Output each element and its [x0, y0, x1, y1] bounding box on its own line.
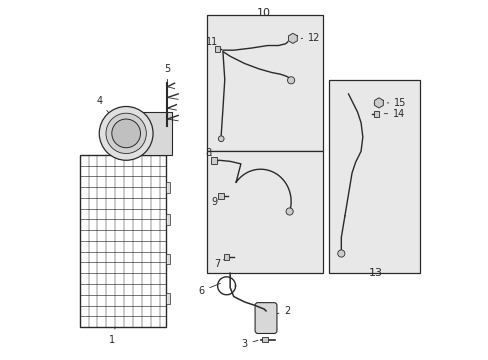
- Text: 3: 3: [241, 339, 258, 349]
- Bar: [328, 80, 419, 273]
- Bar: [214, 46, 220, 52]
- Circle shape: [287, 77, 294, 84]
- Circle shape: [285, 208, 293, 215]
- Text: 5: 5: [164, 64, 170, 87]
- Text: 11: 11: [205, 37, 218, 47]
- Bar: [211, 157, 217, 163]
- Text: 7: 7: [214, 259, 224, 269]
- Text: 8: 8: [205, 148, 211, 158]
- Text: 15: 15: [386, 98, 406, 108]
- Text: 1: 1: [108, 327, 115, 345]
- Circle shape: [99, 107, 153, 160]
- Text: 4: 4: [96, 96, 121, 128]
- Text: 2: 2: [276, 306, 290, 316]
- Bar: [218, 193, 224, 199]
- Text: 13: 13: [367, 268, 382, 278]
- Text: 10: 10: [257, 8, 271, 18]
- Bar: [206, 151, 323, 273]
- Text: 6: 6: [198, 283, 220, 296]
- Circle shape: [112, 119, 140, 148]
- Text: 14: 14: [384, 109, 405, 119]
- Circle shape: [106, 113, 146, 154]
- Bar: [165, 214, 169, 225]
- Bar: [140, 112, 172, 155]
- Circle shape: [218, 136, 224, 141]
- Text: 9: 9: [210, 196, 220, 207]
- Polygon shape: [374, 98, 383, 108]
- Bar: [165, 182, 169, 193]
- Bar: [165, 293, 169, 304]
- Bar: [80, 155, 165, 327]
- Bar: [373, 111, 379, 117]
- Circle shape: [337, 250, 344, 257]
- Bar: [206, 15, 323, 151]
- Bar: [165, 253, 169, 264]
- FancyBboxPatch shape: [255, 303, 276, 333]
- Bar: [223, 254, 229, 260]
- Text: 12: 12: [301, 33, 320, 43]
- Polygon shape: [288, 33, 297, 43]
- Bar: [261, 337, 267, 342]
